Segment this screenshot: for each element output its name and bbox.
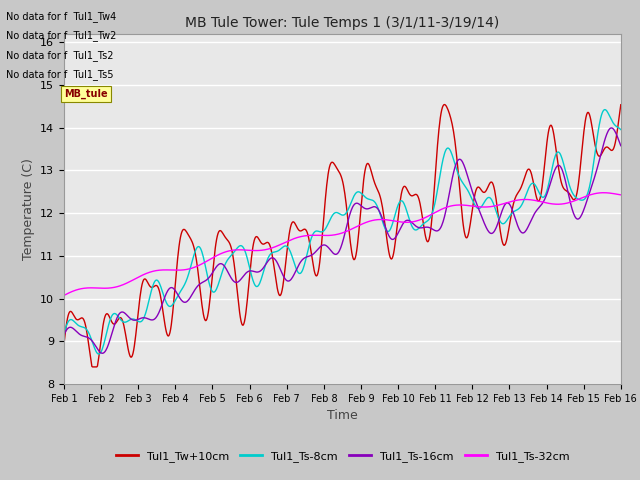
Line: Tul1_Ts-16cm: Tul1_Ts-16cm [64, 128, 621, 353]
Tul1_Ts-32cm [540, 199, 547, 205]
Tul1_Ts-8cm [95, 351, 102, 357]
Text: No data for f  Tul1_Ts2: No data for f Tul1_Ts2 [6, 49, 114, 60]
Tul1_Ts-8cm [384, 228, 392, 234]
Tul1_Ts-8cm [94, 351, 102, 357]
Tul1_Ts-16cm [99, 350, 106, 356]
Tul1_Tw+10cm [89, 364, 97, 370]
Tul1_Ts-16cm [60, 332, 68, 338]
Tul1_Ts-8cm [60, 331, 68, 337]
Tul1_Ts-16cm [617, 143, 625, 149]
Tul1_Ts-8cm [540, 194, 548, 200]
Tul1_Ts-8cm [483, 195, 491, 201]
Tul1_Ts-16cm [94, 347, 102, 353]
Text: No data for f  Tul1_Ts5: No data for f Tul1_Ts5 [6, 69, 114, 80]
Tul1_Tw+10cm [617, 102, 625, 108]
Tul1_Ts-16cm [384, 231, 392, 237]
Line: Tul1_Ts-8cm: Tul1_Ts-8cm [64, 109, 621, 354]
X-axis label: Time: Time [327, 409, 358, 422]
Legend: Tul1_Tw+10cm, Tul1_Ts-8cm, Tul1_Ts-16cm, Tul1_Ts-32cm: Tul1_Tw+10cm, Tul1_Ts-8cm, Tul1_Ts-16cm,… [111, 446, 573, 466]
Tul1_Ts-8cm [399, 199, 406, 204]
Title: MB Tule Tower: Tule Temps 1 (3/1/11-3/19/14): MB Tule Tower: Tule Temps 1 (3/1/11-3/19… [185, 16, 500, 30]
Tul1_Tw+10cm [541, 159, 548, 165]
Text: No data for f  Tul1_Tw2: No data for f Tul1_Tw2 [6, 30, 116, 41]
Line: Tul1_Tw+10cm: Tul1_Tw+10cm [64, 105, 621, 367]
Tul1_Tw+10cm [95, 354, 102, 360]
Tul1_Ts-32cm [617, 192, 625, 198]
Tul1_Ts-16cm [540, 197, 548, 203]
Tul1_Ts-32cm [94, 285, 102, 291]
Tul1_Ts-16cm [415, 225, 423, 231]
Tul1_Ts-32cm [600, 190, 607, 195]
Tul1_Ts-32cm [60, 292, 68, 298]
Tul1_Tw+10cm [415, 198, 423, 204]
Tul1_Ts-16cm [483, 226, 491, 232]
Tul1_Ts-8cm [617, 127, 625, 132]
Tul1_Ts-32cm [415, 217, 422, 223]
Tul1_Ts-32cm [483, 204, 490, 210]
Tul1_Tw+10cm [484, 185, 492, 191]
Tul1_Ts-32cm [383, 217, 391, 223]
Tul1_Tw+10cm [441, 102, 449, 108]
Text: MB_tule: MB_tule [64, 89, 108, 99]
Tul1_Tw+10cm [384, 244, 392, 250]
Y-axis label: Temperature (C): Temperature (C) [22, 158, 35, 260]
Line: Tul1_Ts-32cm: Tul1_Ts-32cm [64, 192, 621, 295]
Tul1_Tw+10cm [399, 186, 406, 192]
Tul1_Ts-8cm [415, 225, 423, 230]
Tul1_Ts-8cm [601, 107, 609, 112]
Tul1_Ts-16cm [399, 221, 406, 227]
Tul1_Ts-16cm [608, 125, 616, 131]
Text: No data for f  Tul1_Tw4: No data for f Tul1_Tw4 [6, 11, 116, 22]
Tul1_Tw+10cm [60, 341, 68, 347]
Tul1_Ts-32cm [398, 219, 406, 225]
